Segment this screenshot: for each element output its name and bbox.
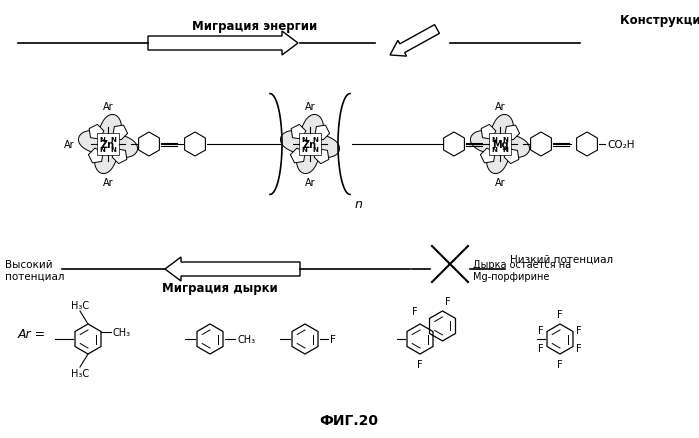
- Text: CO₂H: CO₂H: [607, 140, 635, 150]
- Text: Низкий потенциал: Низкий потенциал: [510, 254, 613, 265]
- Polygon shape: [314, 149, 329, 164]
- Text: Ar: Ar: [495, 177, 505, 187]
- Text: F: F: [417, 359, 423, 369]
- Text: CH₃: CH₃: [113, 327, 131, 337]
- Text: Ar =: Ar =: [18, 328, 46, 341]
- Polygon shape: [481, 125, 496, 140]
- Text: N: N: [491, 136, 498, 142]
- Polygon shape: [112, 149, 127, 164]
- Text: Дырка остается на
Mg-порфирине: Дырка остается на Mg-порфирине: [473, 259, 571, 281]
- Polygon shape: [505, 126, 519, 141]
- Text: N: N: [100, 147, 106, 153]
- Text: Ar: Ar: [305, 177, 315, 187]
- Text: n: n: [355, 198, 363, 211]
- Text: N: N: [302, 136, 308, 142]
- Text: N: N: [503, 136, 508, 142]
- Polygon shape: [290, 149, 305, 163]
- Text: Ar: Ar: [305, 102, 315, 112]
- Text: N: N: [110, 147, 116, 153]
- Text: F: F: [576, 325, 582, 335]
- Text: Ar: Ar: [103, 102, 113, 112]
- Text: F: F: [538, 325, 544, 335]
- Text: N: N: [312, 147, 318, 153]
- Text: N: N: [100, 136, 106, 142]
- Polygon shape: [504, 149, 519, 164]
- Polygon shape: [148, 32, 298, 56]
- Text: Миграция энергии: Миграция энергии: [192, 20, 317, 33]
- Text: Zn: Zn: [303, 140, 317, 150]
- Polygon shape: [280, 115, 340, 174]
- Text: F: F: [330, 334, 336, 344]
- Text: ФИГ.20: ФИГ.20: [319, 413, 378, 427]
- Polygon shape: [89, 125, 104, 140]
- Text: Конструкция I: Конструкция I: [620, 14, 699, 27]
- Text: Миграция дырки: Миграция дырки: [162, 281, 278, 294]
- Text: N: N: [312, 136, 318, 142]
- Polygon shape: [291, 125, 306, 140]
- Polygon shape: [78, 115, 138, 174]
- Polygon shape: [113, 126, 128, 141]
- Text: N: N: [110, 136, 116, 142]
- Text: Высокий
потенциал: Высокий потенциал: [5, 259, 64, 281]
- Polygon shape: [480, 149, 495, 163]
- Polygon shape: [315, 126, 330, 141]
- Text: Ar: Ar: [495, 102, 505, 112]
- Text: H₃C: H₃C: [71, 368, 89, 378]
- Polygon shape: [165, 258, 300, 281]
- Polygon shape: [97, 134, 119, 155]
- Text: N: N: [503, 147, 508, 153]
- Text: Zn: Zn: [101, 140, 115, 150]
- Text: CH₃: CH₃: [237, 334, 255, 344]
- Text: N: N: [302, 147, 308, 153]
- Text: F: F: [412, 306, 418, 316]
- Polygon shape: [470, 115, 530, 174]
- Text: F: F: [576, 344, 582, 354]
- Text: F: F: [557, 309, 563, 319]
- Text: H₃C: H₃C: [71, 300, 89, 310]
- Text: F: F: [557, 359, 563, 369]
- Polygon shape: [88, 149, 103, 163]
- Text: Mg: Mg: [491, 140, 508, 150]
- Text: F: F: [538, 344, 544, 354]
- Text: F: F: [445, 296, 450, 306]
- Text: Ar: Ar: [64, 140, 75, 150]
- Text: Ar: Ar: [103, 177, 113, 187]
- Polygon shape: [299, 134, 321, 155]
- Polygon shape: [390, 25, 440, 57]
- Text: N: N: [491, 147, 498, 153]
- Polygon shape: [489, 134, 511, 155]
